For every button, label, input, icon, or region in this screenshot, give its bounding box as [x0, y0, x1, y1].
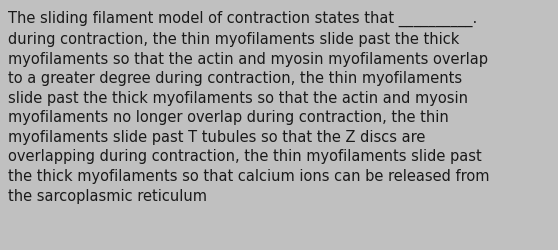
Text: The sliding filament model of contraction states that __________.
during contrac: The sliding filament model of contractio… — [8, 11, 489, 203]
